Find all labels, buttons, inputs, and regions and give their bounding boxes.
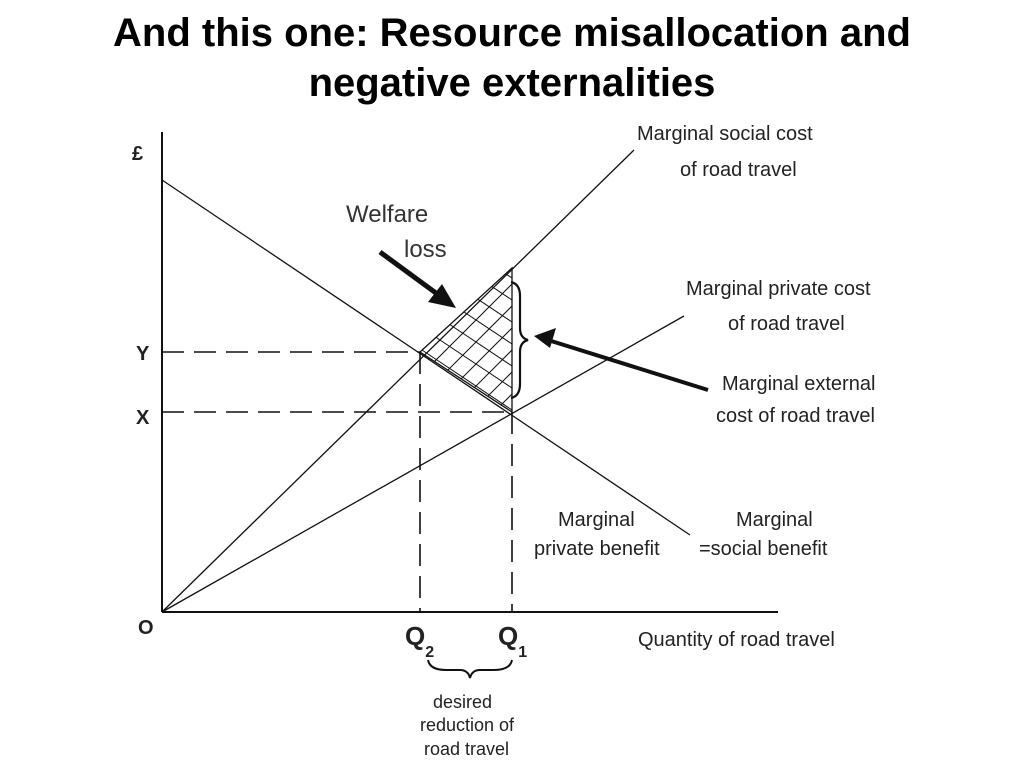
mpc-curve — [161, 315, 685, 613]
external-cost-arrow — [534, 328, 709, 392]
msb-label-line-2: =social benefit — [699, 538, 828, 560]
mpb-label-line-2: private benefit — [534, 538, 660, 560]
mec-label-line-1: Marginal external — [722, 373, 875, 395]
msc-label-line-2: of road travel — [680, 159, 797, 181]
demand-curve — [161, 179, 691, 536]
mpc-label-line-1: Marginal private cost — [686, 278, 871, 300]
title-line-2: negative externalities — [308, 61, 716, 105]
reduction-label-line-3: road travel — [424, 739, 509, 759]
external-cost-brace — [510, 280, 529, 400]
title-line-1: And this one: Resource misallocation and — [113, 11, 911, 55]
y-price-tick: Y — [136, 343, 150, 365]
x-price-tick: X — [136, 407, 150, 429]
mpb-label-line-1: Marginal — [558, 509, 635, 531]
welfare-loss-label-line-1: Welfare — [346, 201, 428, 228]
quantity-axis-label: Quantity of road travel — [638, 629, 835, 651]
reduction-brace — [427, 659, 513, 679]
q2-subscript: 2 — [425, 644, 434, 661]
pound-axis-label: £ — [132, 143, 143, 165]
q1-subscript: 1 — [518, 644, 527, 661]
dashed-guides — [162, 351, 513, 612]
welfare-arrow — [378, 249, 456, 308]
mec-label-line-2: cost of road travel — [716, 405, 875, 427]
reduction-label-line-1: desired — [433, 692, 492, 712]
msb-label-line-1: Marginal — [736, 509, 813, 531]
q1-label: Q1 — [498, 621, 527, 661]
welfare-loss-label-line-2: loss — [404, 236, 447, 263]
mpc-label-line-2: of road travel — [728, 313, 845, 335]
reduction-label-line-2: reduction of — [420, 715, 515, 735]
msc-curve — [161, 149, 635, 613]
q2-letter: Q — [405, 621, 425, 651]
page-title: And this one: Resource misallocation and… — [0, 8, 1024, 108]
origin-label: O — [138, 617, 154, 639]
q2-label: Q2 — [405, 621, 434, 661]
q1-letter: Q — [498, 621, 518, 651]
msc-label-line-1: Marginal social cost — [637, 123, 813, 145]
